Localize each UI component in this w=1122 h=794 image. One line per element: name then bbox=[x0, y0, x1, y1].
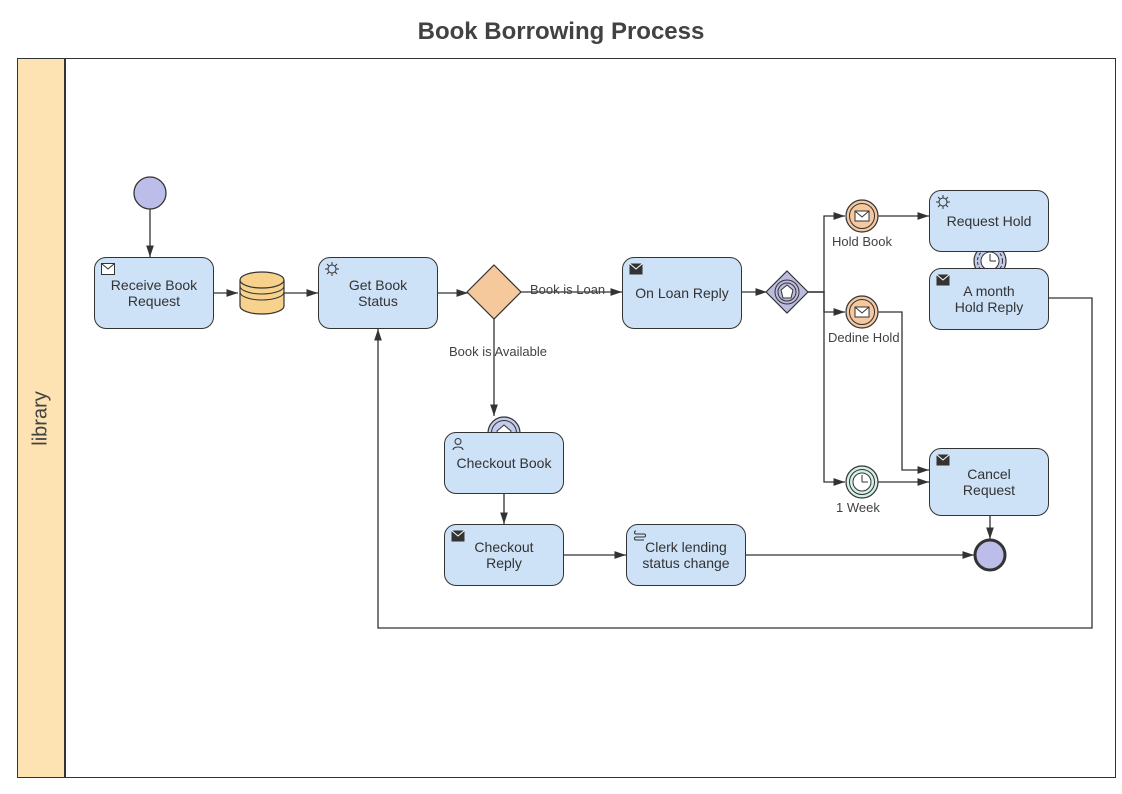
label-decline-hold: Dedine Hold bbox=[828, 330, 908, 345]
lane-label: library bbox=[30, 391, 53, 445]
task-label: Checkout Book bbox=[457, 455, 552, 471]
service-icon bbox=[936, 195, 950, 207]
send-icon bbox=[629, 262, 643, 274]
task-checkout: Checkout Book bbox=[444, 432, 564, 494]
bpmn-canvas: Book Borrowing Process library bbox=[0, 0, 1122, 794]
task-label: On Loan Reply bbox=[635, 285, 728, 301]
task-label: Request Hold bbox=[947, 213, 1032, 229]
label-hold-book: Hold Book bbox=[832, 234, 902, 249]
task-label: Clerk lending status change bbox=[642, 539, 729, 571]
task-label: A month Hold Reply bbox=[955, 283, 1023, 315]
message-icon bbox=[101, 262, 115, 274]
user-icon bbox=[451, 437, 465, 449]
label-one-week: 1 Week bbox=[836, 500, 896, 515]
task-onloan: On Loan Reply bbox=[622, 257, 742, 329]
task-label: Checkout Reply bbox=[474, 539, 533, 571]
task-label: Get Book Status bbox=[349, 277, 407, 309]
send-icon bbox=[936, 453, 950, 465]
task-label: Receive Book Request bbox=[111, 277, 197, 309]
diagram-title: Book Borrowing Process bbox=[0, 18, 1122, 46]
task-getstatus: Get Book Status bbox=[318, 257, 438, 329]
send-icon bbox=[936, 273, 950, 285]
task-holdreply: A month Hold Reply bbox=[929, 268, 1049, 330]
service-icon bbox=[325, 262, 339, 274]
pool-border bbox=[65, 58, 1116, 778]
task-label: Cancel Request bbox=[963, 466, 1015, 498]
lane-header: library bbox=[17, 58, 65, 778]
task-clerk: Clerk lending status change bbox=[626, 524, 746, 586]
script-icon bbox=[633, 529, 647, 541]
task-cancel: Cancel Request bbox=[929, 448, 1049, 516]
label-book-is-available: Book is Available bbox=[438, 344, 558, 359]
task-checkoutreply: Checkout Reply bbox=[444, 524, 564, 586]
task-receive: Receive Book Request bbox=[94, 257, 214, 329]
send-icon bbox=[451, 529, 465, 541]
task-requesthold: Request Hold bbox=[929, 190, 1049, 252]
label-book-is-loan: Book is Loan bbox=[530, 282, 620, 297]
